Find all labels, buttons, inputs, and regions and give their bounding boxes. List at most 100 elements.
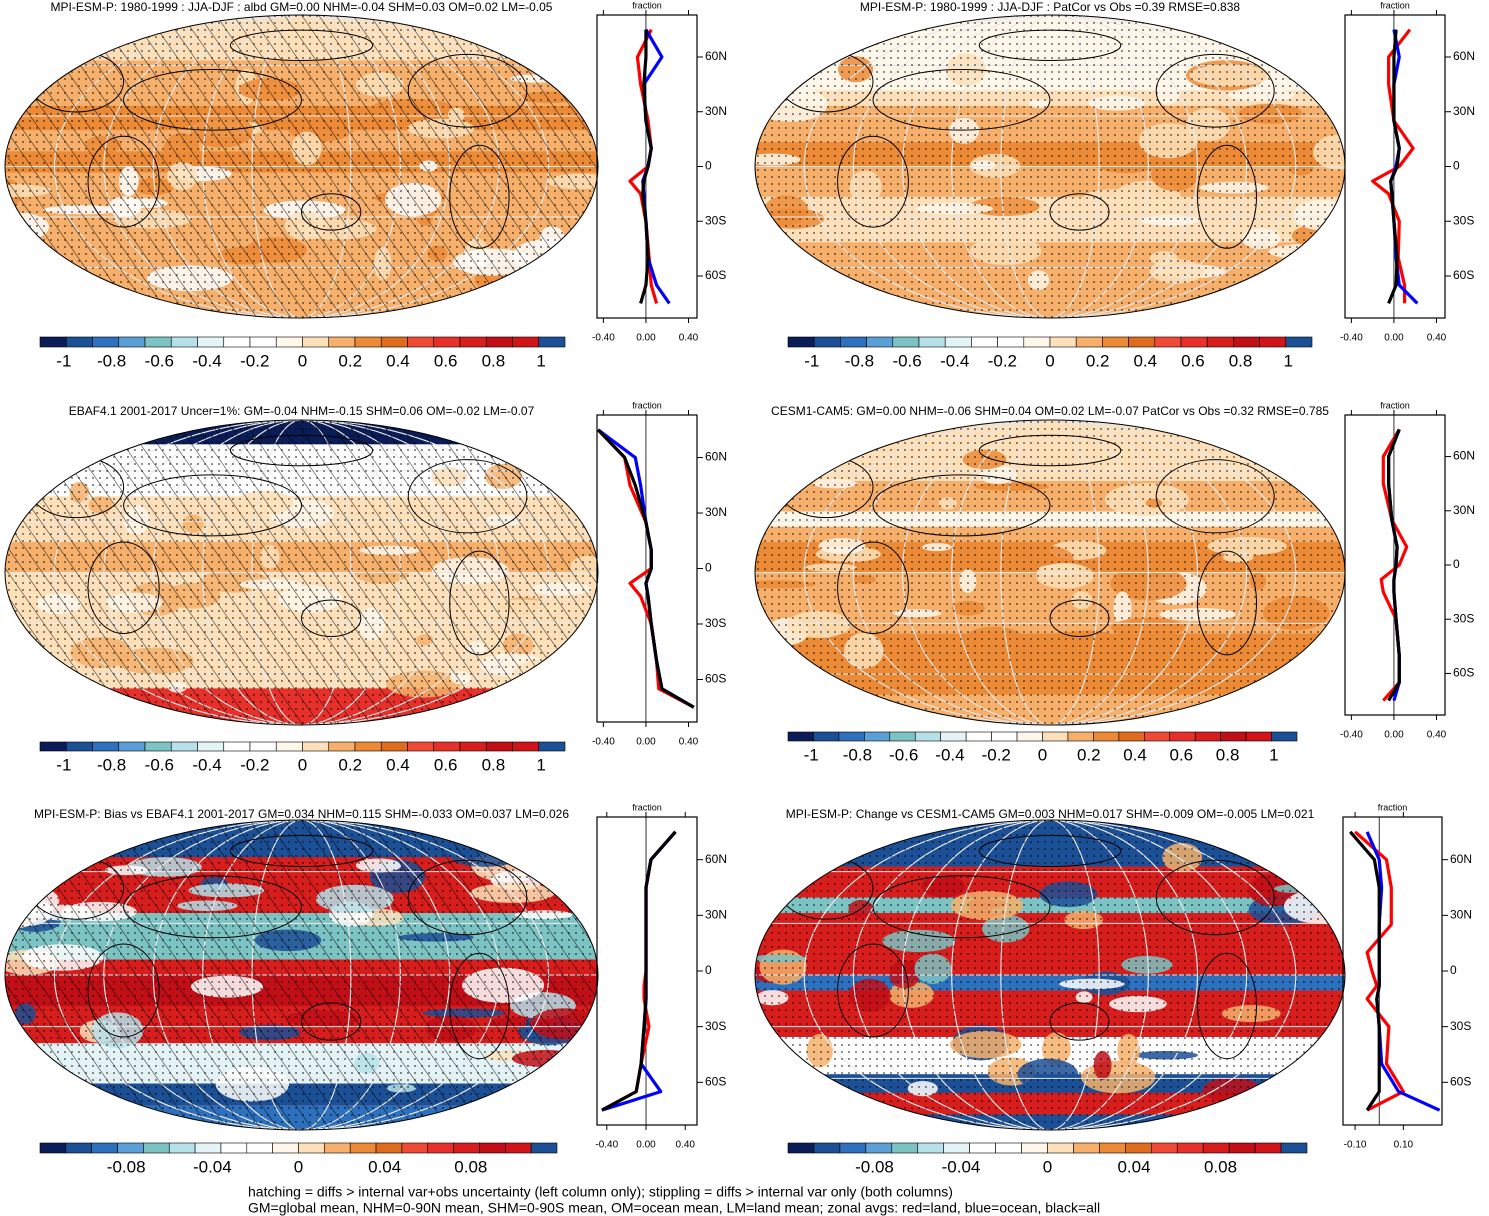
- colorbar-swatch: [197, 741, 225, 752]
- x-tick-label: 0.10: [1394, 1140, 1414, 1151]
- colorbar-swatch: [375, 1142, 403, 1154]
- map-field: [755, 420, 1345, 725]
- colorbar-swatch: [1099, 1142, 1126, 1154]
- colorbar-tick-label: 0: [1045, 351, 1054, 370]
- colorbar-tick-label: 0: [1043, 1157, 1052, 1176]
- colorbar-swatch: [1180, 336, 1208, 348]
- colorbar-swatch: [197, 336, 225, 348]
- colorbar-swatch: [918, 336, 946, 348]
- colorbar-swatch: [512, 741, 540, 752]
- colorbar-tick-label: 0: [298, 351, 307, 370]
- colorbar-swatch: [1194, 731, 1221, 742]
- colorbar-swatch: [39, 1142, 67, 1154]
- y-tick-label: 60N: [705, 49, 727, 63]
- colorbar-tick-label: 0.04: [368, 1157, 401, 1176]
- colorbar-tick-label: -0.4: [940, 351, 969, 370]
- y-tick-label: 60N: [1453, 449, 1475, 463]
- colorbar-swatch: [1202, 1142, 1230, 1154]
- stippling: [755, 820, 1345, 1130]
- y-tick-label: 30N: [1450, 908, 1472, 922]
- colorbar-swatch: [407, 336, 435, 348]
- colorbar-tick-label: 0.04: [1117, 1157, 1150, 1176]
- colorbar-swatch: [917, 1142, 945, 1154]
- colorbar-swatch: [1245, 731, 1272, 742]
- colorbar-swatch: [538, 336, 566, 348]
- colorbar-swatch: [168, 1142, 196, 1154]
- colorbar-tick-label: 0.6: [1181, 351, 1205, 370]
- colorbar-tick-label: -0.8: [97, 755, 126, 774]
- y-tick-label: 60N: [705, 450, 727, 464]
- colorbar-tick-label: 1: [1283, 351, 1292, 370]
- colorbar-tick-label: -0.04: [193, 1157, 232, 1176]
- colorbar-swatch: [1075, 336, 1103, 348]
- colorbar-tick-label: 0: [294, 1157, 303, 1176]
- map-title: MPI-ESM-P: Bias vs EBAF4.1 2001-2017 GM=…: [34, 807, 569, 821]
- map-blob: [755, 1070, 795, 1099]
- colorbar-swatch: [249, 741, 277, 752]
- colorbar-swatch: [504, 1142, 532, 1154]
- y-tick-label: 30S: [1453, 213, 1474, 227]
- colorbar-swatch: [997, 336, 1025, 348]
- colorbar-tick-label: -1: [56, 351, 71, 370]
- colorbar-swatch: [914, 731, 942, 742]
- x-tick-label: 0.40: [1427, 730, 1447, 741]
- colorbar-swatch: [1016, 731, 1043, 742]
- y-tick-label: 30N: [705, 505, 727, 519]
- y-tick-label: 0: [1453, 557, 1460, 571]
- x-tick-label: 0.40: [1427, 333, 1447, 344]
- colorbar-tick-label: 0.6: [434, 351, 458, 370]
- colorbar-tick-label: -0.8: [845, 351, 874, 370]
- colorbar-swatch: [1254, 1142, 1282, 1154]
- colorbar-swatch: [349, 1142, 377, 1154]
- y-tick-label: 30S: [1450, 1019, 1471, 1033]
- colorbar-swatch: [1176, 1142, 1204, 1154]
- colorbar-swatch: [995, 1142, 1022, 1154]
- colorbar-swatch: [530, 1142, 558, 1154]
- colorbar-tick-label: 1: [1269, 745, 1278, 764]
- colorbar-swatch: [246, 1142, 273, 1154]
- colorbar-swatch: [1169, 731, 1196, 742]
- y-tick-label: 60S: [1453, 666, 1474, 680]
- colorbar-tick-label: 0.4: [1123, 745, 1147, 764]
- colorbar-swatch: [479, 1142, 506, 1154]
- colorbar-swatch: [1047, 1142, 1074, 1154]
- colorbar-swatch: [839, 1142, 867, 1154]
- x-tick-label: -0.40: [1340, 333, 1363, 344]
- colorbar-tick-label: 0.6: [434, 755, 458, 774]
- y-tick-label: 60N: [705, 852, 727, 866]
- colorbar-tick-label: 0.8: [1229, 351, 1253, 370]
- colorbar-swatch: [944, 336, 972, 348]
- y-tick-label: 30S: [1453, 611, 1474, 625]
- colorbar-tick-label: 1: [536, 351, 545, 370]
- colorbar-swatch: [459, 336, 487, 348]
- colorbar-swatch: [144, 336, 172, 348]
- colorbar-swatch: [1021, 1142, 1048, 1154]
- zonal-line: [601, 830, 677, 1112]
- map-border: [4, 819, 599, 1131]
- zonal-title: fraction: [632, 0, 662, 10]
- colorbar-swatch: [1280, 1142, 1308, 1154]
- map-blob: [5, 256, 24, 271]
- colorbar-tick-label: -1: [804, 745, 819, 764]
- colorbar-swatch: [1206, 336, 1234, 348]
- colorbar-swatch: [1102, 336, 1129, 348]
- y-tick-label: 60N: [1450, 852, 1472, 866]
- colorbar-swatch: [1023, 336, 1051, 348]
- colorbar-tick-label: -0.8: [843, 745, 872, 764]
- colorbar-swatch: [866, 336, 894, 348]
- zonal-frame: [596, 414, 698, 723]
- map-field: [755, 820, 1345, 1130]
- colorbar-swatch: [1228, 1142, 1256, 1154]
- colorbar-swatch: [1128, 336, 1156, 348]
- colorbar-swatch: [1144, 731, 1171, 742]
- x-tick-label: -0.40: [592, 333, 615, 344]
- colorbar-swatch: [991, 731, 1018, 742]
- x-tick-label: 0.00: [636, 333, 656, 344]
- colorbar-swatch: [92, 336, 120, 348]
- colorbar-swatch: [538, 741, 566, 752]
- colorbar-swatch: [272, 1142, 299, 1154]
- colorbar-swatch: [1118, 731, 1145, 742]
- colorbar-swatch: [1067, 731, 1094, 742]
- x-tick-label: 0.00: [636, 737, 656, 748]
